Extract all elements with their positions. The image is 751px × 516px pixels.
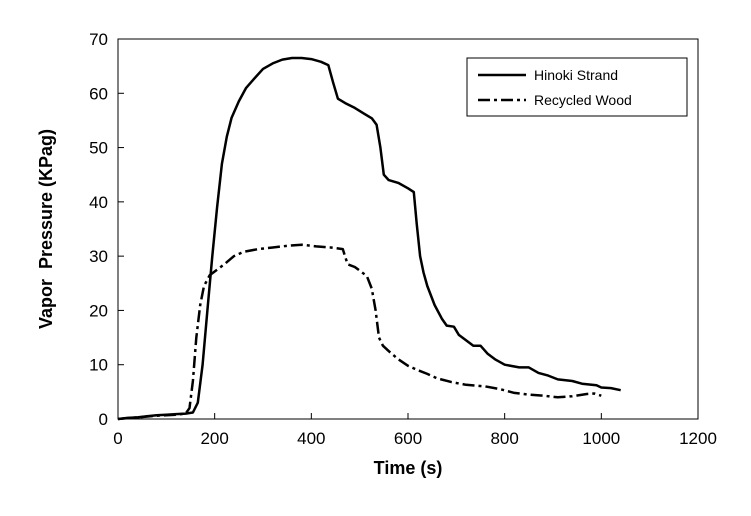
series-layer [117,56,621,421]
y-tick-label: 40 [89,193,108,212]
y-tick-label: 60 [89,84,108,103]
y-tick-label: 30 [89,247,108,266]
x-tick-label: 1000 [582,429,620,448]
y-tick-label: 20 [89,301,108,320]
y-tick-label: 70 [89,30,108,49]
series-line-recycled-wood [117,243,602,421]
x-tick-label: 1200 [679,429,717,448]
legend: Hinoki Strand Recycled Wood [466,57,688,117]
x-tick-label: 800 [490,429,518,448]
x-axis-ticks: 0 200 400 600 800 1000 1200 [113,413,717,448]
x-tick-label: 600 [394,429,422,448]
legend-label-recycled: Recycled Wood [534,92,632,108]
y-tick-label: 10 [89,356,108,375]
y-axis-ticks: 0 10 20 30 40 50 60 70 [89,30,124,429]
y-tick-label: 50 [89,139,108,158]
legend-label-hinoki: Hinoki Strand [534,67,618,83]
y-tick-label: 0 [99,410,108,429]
legend-box [466,57,688,117]
x-axis-title: Time (s) [374,458,443,478]
x-tick-label: 400 [297,429,325,448]
x-tick-label: 0 [113,429,122,448]
x-tick-label: 200 [200,429,228,448]
y-axis-title: Vapor Pressure (KPag) [36,129,56,329]
series-line-hinoki-strand [117,56,621,421]
